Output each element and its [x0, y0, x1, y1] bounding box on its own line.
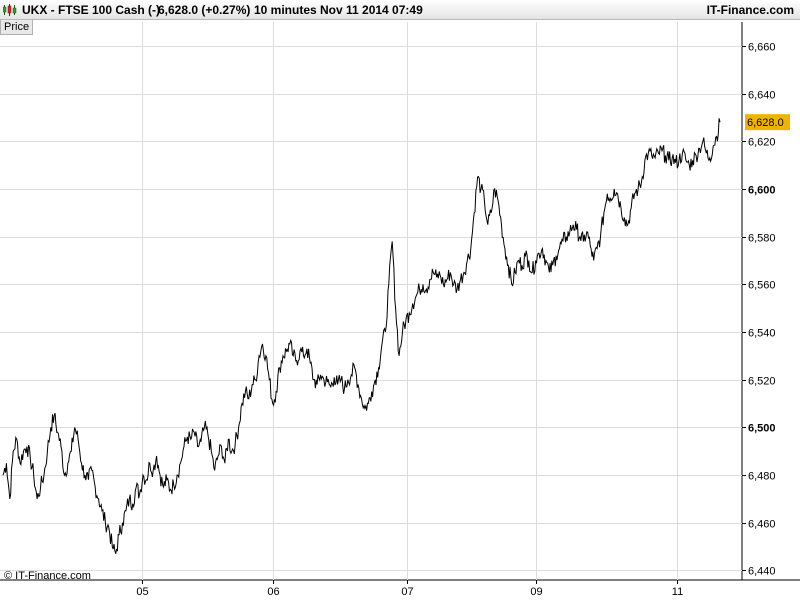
y-tick-label: 6,540 — [748, 328, 776, 340]
panel-label-price[interactable]: Price — [0, 20, 34, 35]
last-price-badge — [745, 114, 790, 131]
last-price-tag: 6,628.0 — [745, 114, 790, 131]
y-tick-label: 6,520 — [748, 376, 776, 388]
last-quote: 6,628.0 (+0.27%) — [158, 3, 251, 17]
timestamp: Nov 11 2014 07:49 — [320, 3, 423, 17]
x-tick-label: 06 — [267, 586, 279, 598]
y-tick-label: 6,580 — [748, 233, 776, 245]
interval-label[interactable]: 10 minutes — [254, 3, 317, 17]
last-price-label: 6,628.0 — [747, 117, 784, 129]
x-tick-label: 11 — [672, 586, 683, 598]
y-axis: 6,440 6,460 6,480 6,500 6,520 6,540 6,560 6,580… — [748, 42, 776, 578]
y-tick-label: 6,480 — [748, 471, 776, 483]
y-tick-label: 6,660 — [748, 42, 776, 54]
y-tick-label: 6,440 — [748, 566, 776, 578]
x-axis: 05 06 07 09 11 — [136, 586, 683, 598]
chart-grid — [0, 22, 800, 584]
price-line — [2, 118, 721, 554]
y-tick-label: 6,460 — [748, 519, 776, 531]
price-chart[interactable]: 6,440 6,460 6,480 6,500 6,520 6,540 6,560 6,580… — [0, 20, 800, 600]
brand-name[interactable]: IT-Finance.com — [706, 3, 794, 17]
x-tick-label: 09 — [530, 586, 542, 598]
footer-credit: © IT-Finance.com — [4, 570, 91, 582]
y-tick-label: 6,600 — [748, 185, 776, 197]
chart-header: UKX - FTSE 100 Cash (-) 6,628.0 (+0.27%)… — [0, 0, 800, 20]
y-tick-label: 6,640 — [748, 90, 776, 102]
y-tick-label: 6,560 — [748, 280, 776, 292]
y-tick-label: 6,620 — [748, 137, 776, 149]
candlestick-icon[interactable] — [3, 3, 17, 17]
x-tick-label: 07 — [401, 586, 413, 598]
instrument-title: UKX - FTSE 100 Cash (-) — [22, 3, 161, 17]
x-tick-label: 05 — [136, 586, 148, 598]
y-tick-label: 6,500 — [748, 423, 776, 435]
